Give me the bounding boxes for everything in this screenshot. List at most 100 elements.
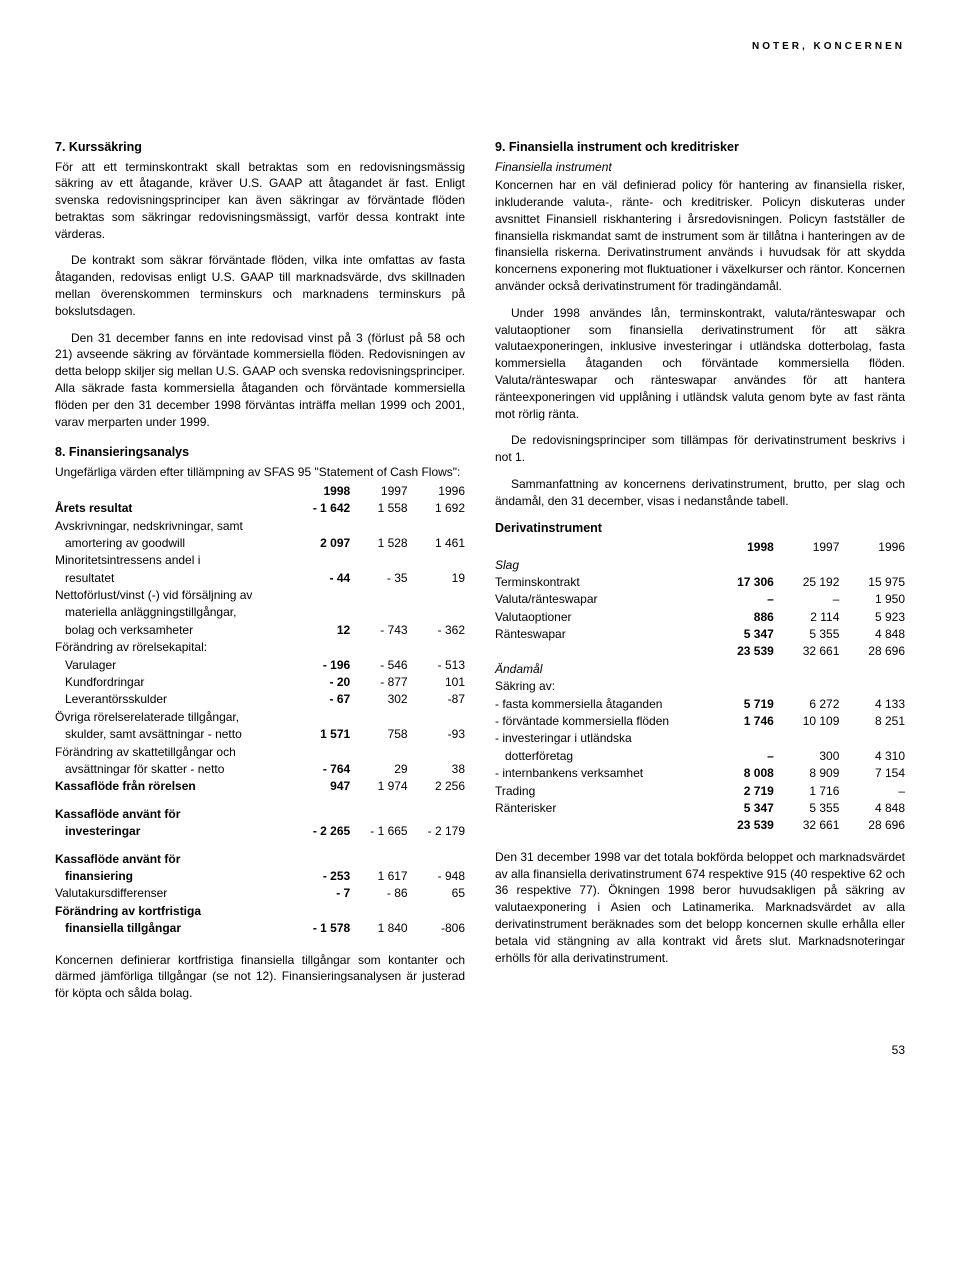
cell: [350, 806, 407, 823]
table-row: Terminskontrakt17 30625 19215 975: [495, 574, 905, 591]
cell: 1 716: [774, 783, 840, 800]
cell: 2 097: [293, 535, 350, 552]
cell: [350, 709, 407, 726]
cell: - 44: [293, 570, 350, 587]
cell: - 2 179: [408, 823, 465, 840]
row-label: - investeringar i utländska: [495, 730, 708, 747]
row-label: Kassaflöde använt för: [55, 851, 293, 868]
cell: 886: [708, 609, 774, 626]
cell: [774, 730, 840, 747]
cell: 32 661: [774, 817, 840, 834]
cell: 1 461: [408, 535, 465, 552]
cell: 300: [774, 748, 840, 765]
table-header-row: 1998 1997 1996: [495, 539, 905, 556]
section-9-title: 9. Finansiella instrument och kreditrisk…: [495, 139, 905, 157]
deriv-title: Derivatinstrument: [495, 520, 905, 538]
cell: - 948: [408, 868, 465, 885]
table-row: investeringar- 2 265- 1 665- 2 179: [55, 823, 465, 840]
row-label: resultatet: [55, 570, 293, 587]
cell: [408, 744, 465, 761]
cell: 2 719: [708, 783, 774, 800]
row-label: - fasta kommersiella åtaganden: [495, 696, 708, 713]
row-label: Kassaflöde från rörelsen: [55, 778, 293, 795]
row-label: Minoritetsintressens andel i: [55, 552, 293, 569]
section-7-p2: De kontrakt som säkrar förväntade flöden…: [55, 252, 465, 319]
cell: - 513: [408, 657, 465, 674]
table-row: Kassaflöde från rörelsen9471 9742 256: [55, 778, 465, 795]
table-row: Förändring av rörelsekapital:: [55, 639, 465, 656]
table-row: - fasta kommersiella åtaganden5 7196 272…: [495, 696, 905, 713]
cell: 25 192: [774, 574, 840, 591]
col-header: 1997: [774, 539, 840, 556]
row-label: Förändring av kortfristiga: [55, 903, 293, 920]
row-label: finansiering: [55, 868, 293, 885]
row-label: Årets resultat: [55, 500, 293, 517]
cell: - 86: [350, 885, 407, 902]
cell: 1 692: [408, 500, 465, 517]
right-column: 9. Finansiella instrument och kreditrisk…: [495, 139, 905, 1012]
section-9-subtitle: Finansiella instrument: [495, 159, 905, 176]
cell: [350, 744, 407, 761]
cell: 8 008: [708, 765, 774, 782]
cell: 4 848: [839, 800, 905, 817]
col-header: 1998: [293, 483, 350, 500]
cell: –: [839, 783, 905, 800]
cell: 5 719: [708, 696, 774, 713]
cell: [408, 806, 465, 823]
cell: 4 848: [839, 626, 905, 643]
table-row: Kundfordringar- 20- 877101: [55, 674, 465, 691]
cell: –: [774, 591, 840, 608]
derivatives-table: 1998 1997 1996 Slag Terminskontrakt17 30…: [495, 539, 905, 835]
cell: –: [708, 591, 774, 608]
cell: 2 256: [408, 778, 465, 795]
cell: [350, 604, 407, 621]
cell: - 877: [350, 674, 407, 691]
cell: 6 272: [774, 696, 840, 713]
row-label: Förändring av rörelsekapital:: [55, 639, 293, 656]
row-label: materiella anläggningstillgångar,: [55, 604, 293, 621]
cell: 15 975: [839, 574, 905, 591]
table-row: - investeringar i utländska: [495, 730, 905, 747]
cell: - 2 265: [293, 823, 350, 840]
table-row: Ränteswapar5 3475 3554 848: [495, 626, 905, 643]
table-row: Nettoförlust/vinst (-) vid försäljning a…: [55, 587, 465, 604]
cell: [293, 587, 350, 604]
left-column: 7. Kurssäkring För att ett terminskontra…: [55, 139, 465, 1012]
section-9-p3: De redovisningsprinciper som tillämpas f…: [495, 432, 905, 466]
row-label: Trading: [495, 783, 708, 800]
cell: 17 306: [708, 574, 774, 591]
cell: [708, 730, 774, 747]
section-8-intro: Ungefärliga värden efter tillämpning av …: [55, 464, 465, 481]
cell: [293, 806, 350, 823]
cell: [293, 744, 350, 761]
table-row: bolag och verksamheter12- 743- 362: [55, 622, 465, 639]
cell: 5 355: [774, 800, 840, 817]
row-label: Terminskontrakt: [495, 574, 708, 591]
cell: 29: [350, 761, 407, 778]
table-row: Förändring av kortfristiga: [55, 903, 465, 920]
cell: [293, 604, 350, 621]
row-label: Valutaoptioner: [495, 609, 708, 626]
slag-total-row: 23 539 32 661 28 696: [495, 643, 905, 660]
cell: 1 746: [708, 713, 774, 730]
cell: [408, 709, 465, 726]
cell: [408, 587, 465, 604]
table-header-row: 1998 1997 1996: [55, 483, 465, 500]
row-label: amortering av goodwill: [55, 535, 293, 552]
cell: 28 696: [839, 817, 905, 834]
table-row: Valutakursdifferenser- 7- 8665: [55, 885, 465, 902]
table-row: Förändring av skattetillgångar och: [55, 744, 465, 761]
cell: –: [708, 748, 774, 765]
table-row: Trading2 7191 716–: [495, 783, 905, 800]
cell: [293, 903, 350, 920]
cell: - 1 578: [293, 920, 350, 937]
cell: [293, 552, 350, 569]
cell: -87: [408, 691, 465, 708]
page-number: 53: [55, 1042, 905, 1059]
cell: [408, 552, 465, 569]
andamal-total-row: 23 539 32 661 28 696: [495, 817, 905, 834]
cell: - 743: [350, 622, 407, 639]
cell: - 362: [408, 622, 465, 639]
cell: [408, 851, 465, 868]
cell: 28 696: [839, 643, 905, 660]
